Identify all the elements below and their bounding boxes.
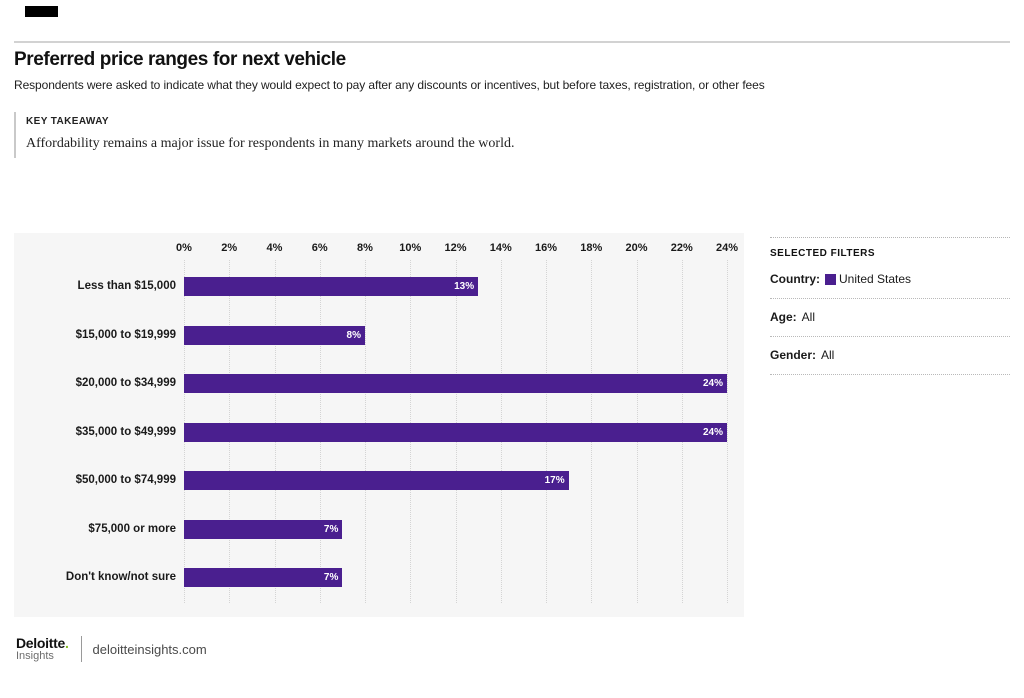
filter-value-gender: All [821, 348, 835, 362]
country-color-swatch [825, 273, 836, 285]
x-axis-tick-label: 22% [670, 242, 693, 254]
header: Preferred price ranges for next vehicle … [14, 41, 1010, 92]
x-axis-tick-label: 0% [176, 242, 192, 254]
insights-wordmark: Insights [16, 650, 54, 662]
bar[interactable]: 24% [184, 374, 727, 393]
x-axis-tick-label: 20% [625, 242, 648, 254]
bar-chart: 0% 2% 4% 6% 8% 10% 12% 14% 16% 18% 20% 22% 24% Less t… [14, 233, 744, 617]
bar[interactable]: 24% [184, 422, 727, 442]
filter-row-gender[interactable]: Gender: All [770, 337, 1010, 375]
category-label: $75,000 or more [88, 522, 176, 535]
bar[interactable]: 7% [184, 519, 343, 539]
bar-value-label: 13% [454, 281, 475, 292]
bar[interactable]: 13% [184, 277, 479, 296]
category-label: $50,000 to $74,999 [75, 474, 176, 486]
bar-value-label: 17% [544, 475, 565, 486]
deloitte-green-dot-icon: . [64, 635, 69, 651]
bar[interactable]: 7% [184, 568, 343, 587]
category-label: $20,000 to $34,999 [75, 377, 176, 389]
corner-mark [25, 6, 58, 17]
x-axis-tick-label: 6% [311, 242, 328, 254]
category-label: Don't know/not sure [65, 571, 176, 583]
page-subtitle: Respondents were asked to indicate what … [14, 78, 765, 92]
category-label: Less than $15,000 [77, 280, 176, 292]
footer-site-link[interactable]: deloitteinsights.com [92, 641, 207, 657]
bar[interactable]: 8% [184, 325, 365, 345]
x-axis-tick-label: 8% [357, 242, 373, 254]
x-axis-tick-label: 24% [715, 242, 739, 254]
bar-value-label: 24% [702, 378, 723, 389]
x-axis-tick-label: 14% [489, 242, 512, 254]
filter-row-country[interactable]: Country: United States [770, 261, 1010, 299]
selected-filters-panel: SELECTED FILTERS Country: United States … [770, 237, 1010, 375]
x-axis-tick-label: 4% [266, 242, 283, 254]
key-takeaway-box: KEY TAKEAWAY Affordability remains a maj… [14, 112, 734, 158]
filter-row-age[interactable]: Age: All [770, 299, 1010, 337]
footer-divider [80, 636, 82, 662]
selected-filters-heading: SELECTED FILTERS [770, 248, 876, 259]
filter-label-age: Age: [770, 310, 797, 324]
x-axis-tick-label: 18% [580, 242, 603, 254]
key-takeaway-text: Affordability remains a major issue for … [26, 136, 515, 151]
bar-value-label: 7% [323, 523, 339, 535]
filter-value-age: All [801, 310, 816, 324]
bar[interactable]: 17% [184, 471, 569, 490]
deloitte-wordmark: Deloitte. [16, 635, 69, 651]
filter-value-country: United States [839, 272, 912, 286]
x-axis-tick-label: 12% [444, 242, 467, 254]
category-label: $35,000 to $49,999 [75, 425, 176, 438]
bar-value-label: 24% [702, 426, 723, 438]
bar-value-label: 8% [346, 329, 361, 341]
gridline [727, 260, 728, 603]
x-axis-tick-label: 16% [534, 242, 558, 254]
filter-label-country: Country: [770, 272, 820, 286]
x-axis-tick-label: 10% [399, 242, 422, 254]
page-title: Preferred price ranges for next vehicle [14, 49, 346, 70]
x-axis-tick-label: 2% [221, 242, 238, 254]
filter-label-gender: Gender: [770, 348, 817, 362]
key-takeaway-label: KEY TAKEAWAY [26, 116, 109, 127]
category-label: $15,000 to $19,999 [75, 328, 176, 341]
deloitte-insights-logo: Deloitte. Insights [16, 636, 69, 662]
bar-value-label: 7% [323, 572, 339, 583]
footer: Deloitte. Insights deloitteinsights.com [16, 636, 207, 662]
